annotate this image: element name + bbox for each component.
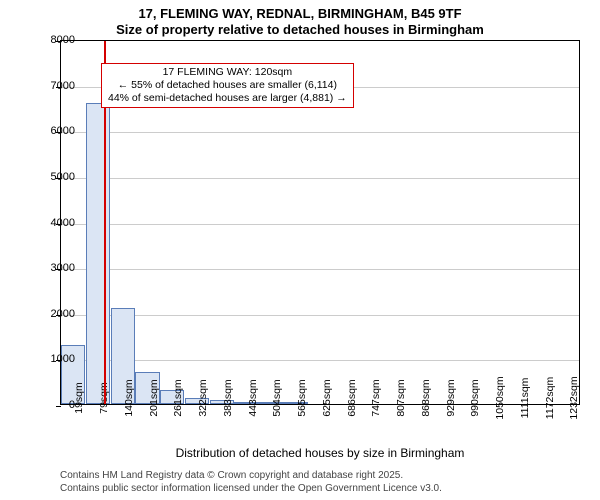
ytick-label: 0: [69, 399, 75, 411]
gridline: [61, 360, 579, 361]
xtick-label: 1172sqm: [544, 377, 556, 419]
xtick-label: 1232sqm: [568, 376, 580, 419]
xtick-label: 504sqm: [271, 379, 283, 416]
ytick-label: 5000: [51, 171, 75, 183]
ytick-label: 2000: [51, 308, 75, 320]
ytick-label: 8000: [51, 34, 75, 46]
xtick-label: 1050sqm: [494, 376, 506, 419]
xtick-label: 565sqm: [296, 379, 308, 416]
gridline: [61, 224, 579, 225]
ytick-label: 6000: [51, 125, 75, 137]
x-axis-label: Distribution of detached houses by size …: [60, 446, 580, 460]
gridline: [61, 178, 579, 179]
xtick-label: 990sqm: [469, 379, 481, 416]
xtick-label: 201sqm: [148, 379, 160, 416]
ytick-label: 3000: [51, 262, 75, 274]
xtick-label: 383sqm: [222, 379, 234, 416]
xtick-label: 625sqm: [321, 379, 333, 416]
footnote: Contains HM Land Registry data © Crown c…: [60, 470, 442, 495]
xtick-label: 868sqm: [420, 379, 432, 416]
gridline: [61, 132, 579, 133]
gridline: [61, 269, 579, 270]
xtick-label: 1111sqm: [519, 378, 531, 419]
annotation-box: 17 FLEMING WAY: 120sqm ← 55% of detached…: [101, 63, 354, 108]
gridline: [61, 315, 579, 316]
xtick-label: 261sqm: [172, 379, 184, 416]
ytick-label: 4000: [51, 217, 75, 229]
footnote-line1: Contains HM Land Registry data © Crown c…: [60, 470, 442, 483]
xtick-label: 686sqm: [346, 379, 358, 416]
xtick-label: 140sqm: [123, 379, 135, 416]
ytick-label: 7000: [51, 80, 75, 92]
xtick-label: 929sqm: [445, 379, 457, 416]
xtick-label: 322sqm: [197, 379, 209, 416]
xtick-label: 807sqm: [395, 379, 407, 416]
annotation-line1: 17 FLEMING WAY: 120sqm: [108, 66, 347, 79]
plot-area: 19sqm79sqm140sqm201sqm261sqm322sqm383sqm…: [60, 40, 580, 405]
ytick-label: 1000: [51, 353, 75, 365]
xtick-label: 19sqm: [73, 382, 85, 414]
chart-title-line2: Size of property relative to detached ho…: [0, 22, 600, 37]
histogram-bar: [86, 103, 110, 404]
xtick-label: 443sqm: [247, 379, 259, 416]
annotation-line3: 44% of semi-detached houses are larger (…: [108, 92, 347, 105]
chart-title-line1: 17, FLEMING WAY, REDNAL, BIRMINGHAM, B45…: [0, 6, 600, 21]
ytick: [56, 406, 61, 407]
annotation-line2: ← 55% of detached houses are smaller (6,…: [108, 79, 347, 92]
footnote-line2: Contains public sector information licen…: [60, 483, 442, 496]
xtick-label: 747sqm: [370, 379, 382, 416]
